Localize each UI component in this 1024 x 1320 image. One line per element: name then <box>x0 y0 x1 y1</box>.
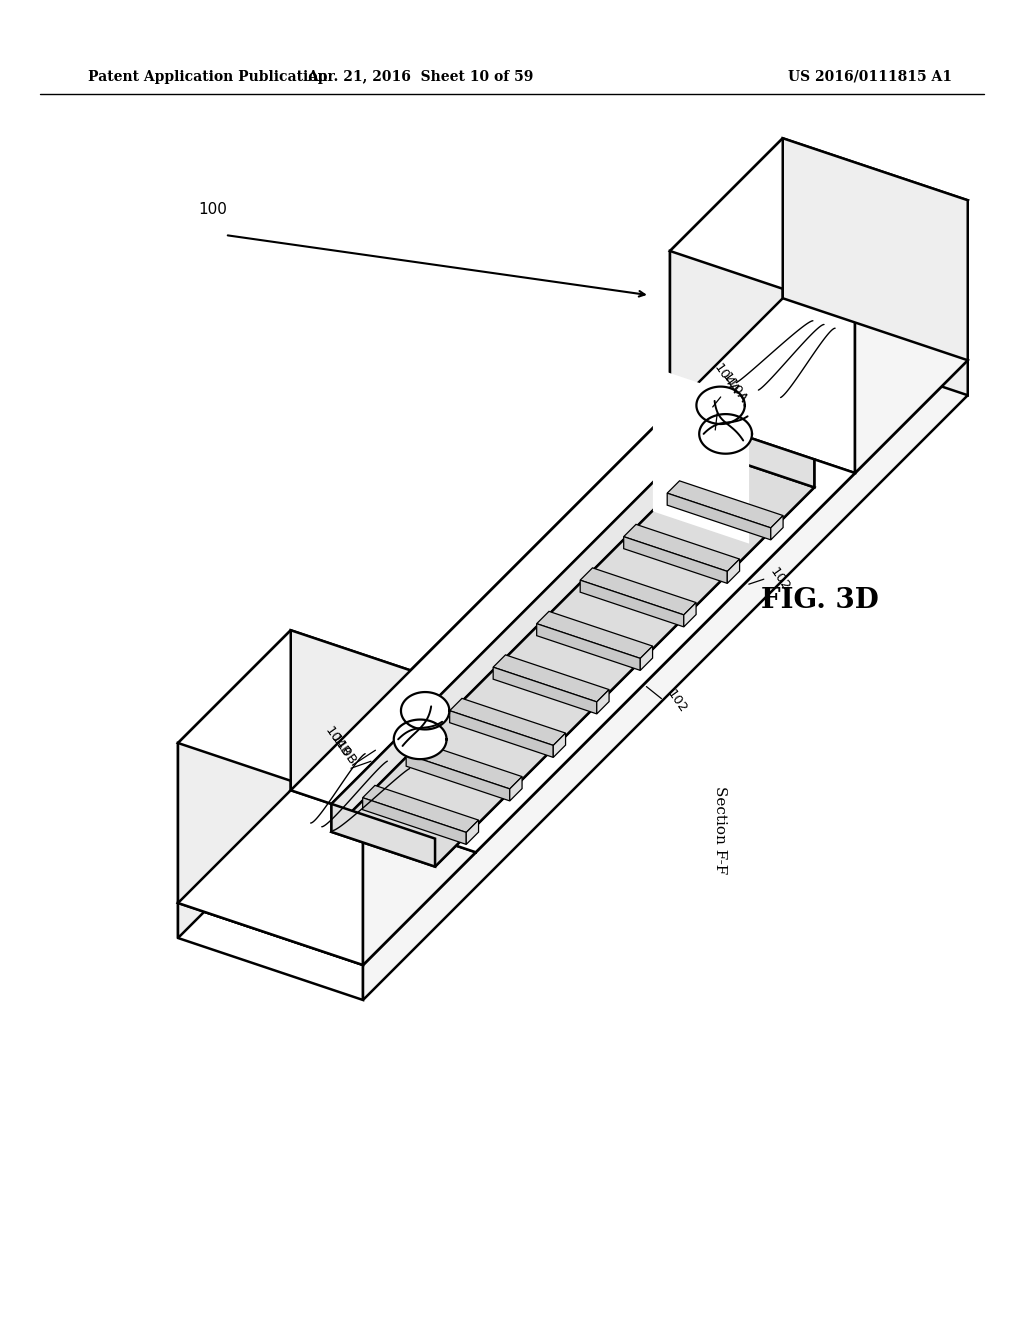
Text: US 2016/0111815 A1: US 2016/0111815 A1 <box>788 70 952 84</box>
Polygon shape <box>401 692 450 730</box>
Polygon shape <box>727 560 739 583</box>
Polygon shape <box>362 360 968 1001</box>
Polygon shape <box>178 743 362 965</box>
Polygon shape <box>435 459 814 867</box>
Text: Section F-F: Section F-F <box>713 785 727 874</box>
Polygon shape <box>696 387 744 424</box>
Polygon shape <box>640 645 652 671</box>
Polygon shape <box>178 630 291 903</box>
Polygon shape <box>178 630 476 805</box>
Polygon shape <box>407 754 510 801</box>
Polygon shape <box>450 710 553 758</box>
Polygon shape <box>332 804 435 867</box>
Polygon shape <box>510 776 522 801</box>
Polygon shape <box>407 742 522 789</box>
Polygon shape <box>394 719 446 759</box>
Text: 104B: 104B <box>323 725 353 760</box>
Text: Patent Application Publication: Patent Application Publication <box>88 70 328 84</box>
Polygon shape <box>362 797 466 845</box>
Polygon shape <box>332 425 711 832</box>
Polygon shape <box>668 480 783 528</box>
Polygon shape <box>684 602 696 627</box>
Polygon shape <box>624 524 739 572</box>
Text: FIG. 3D: FIG. 3D <box>761 586 879 614</box>
Polygon shape <box>711 425 814 487</box>
Polygon shape <box>553 733 565 758</box>
Polygon shape <box>855 201 968 473</box>
Polygon shape <box>581 568 696 615</box>
Polygon shape <box>178 298 968 965</box>
Polygon shape <box>771 516 783 540</box>
Polygon shape <box>782 298 968 395</box>
Polygon shape <box>494 655 609 702</box>
Polygon shape <box>494 667 597 714</box>
Polygon shape <box>670 251 855 473</box>
Polygon shape <box>291 411 711 804</box>
Text: 104A: 104A <box>711 362 741 397</box>
Polygon shape <box>435 459 855 853</box>
Polygon shape <box>597 689 609 714</box>
Polygon shape <box>670 139 968 313</box>
Polygon shape <box>699 414 752 454</box>
Polygon shape <box>466 820 478 845</box>
Text: 102: 102 <box>767 565 792 593</box>
Text: 110A: 110A <box>719 371 750 407</box>
Polygon shape <box>178 903 362 1001</box>
Polygon shape <box>537 611 652 659</box>
Polygon shape <box>291 630 476 853</box>
Polygon shape <box>653 367 750 544</box>
Polygon shape <box>537 623 640 671</box>
Polygon shape <box>362 785 478 833</box>
Polygon shape <box>581 581 684 627</box>
Text: 102: 102 <box>665 688 689 715</box>
Polygon shape <box>178 298 782 939</box>
Polygon shape <box>668 494 771 540</box>
Polygon shape <box>670 139 782 411</box>
Polygon shape <box>362 692 476 965</box>
Text: 100: 100 <box>198 202 227 218</box>
Text: 110B: 110B <box>328 733 358 768</box>
Polygon shape <box>624 537 727 583</box>
Polygon shape <box>332 453 814 867</box>
Text: Apr. 21, 2016  Sheet 10 of 59: Apr. 21, 2016 Sheet 10 of 59 <box>307 70 534 84</box>
Polygon shape <box>782 139 968 360</box>
Polygon shape <box>450 698 565 746</box>
